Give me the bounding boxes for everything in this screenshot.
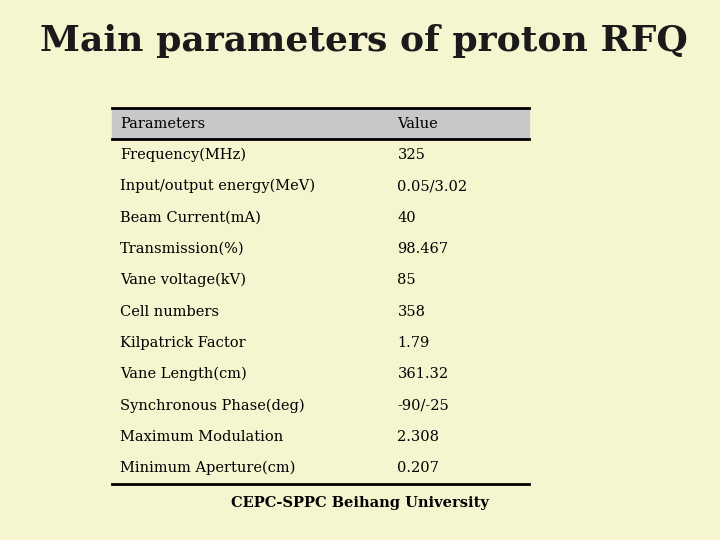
Text: 358: 358 (397, 305, 426, 319)
Text: 0.05/3.02: 0.05/3.02 (397, 179, 467, 193)
Text: Synchronous Phase(deg): Synchronous Phase(deg) (120, 399, 305, 413)
Text: 2.308: 2.308 (397, 430, 439, 444)
Text: Vane Length(cm): Vane Length(cm) (120, 367, 247, 381)
Text: Beam Current(mA): Beam Current(mA) (120, 211, 261, 225)
Text: Value: Value (397, 117, 438, 131)
Text: Parameters: Parameters (120, 117, 205, 131)
Text: 40: 40 (397, 211, 416, 225)
Text: Kilpatrick Factor: Kilpatrick Factor (120, 336, 246, 350)
Text: Transmission(%): Transmission(%) (120, 242, 245, 256)
Text: Cell numbers: Cell numbers (120, 305, 220, 319)
Text: Main parameters of proton RFQ: Main parameters of proton RFQ (40, 24, 688, 58)
Text: 98.467: 98.467 (397, 242, 449, 256)
Text: -90/-25: -90/-25 (397, 399, 449, 413)
Text: 361.32: 361.32 (397, 367, 449, 381)
Text: 0.207: 0.207 (397, 461, 439, 475)
Text: 1.79: 1.79 (397, 336, 430, 350)
Text: Minimum Aperture(cm): Minimum Aperture(cm) (120, 461, 296, 475)
Text: 325: 325 (397, 148, 426, 162)
Text: Frequency(MHz): Frequency(MHz) (120, 148, 246, 162)
Text: Vane voltage(kV): Vane voltage(kV) (120, 273, 246, 287)
Text: Input/output energy(MeV): Input/output energy(MeV) (120, 179, 315, 193)
Text: Maximum Modulation: Maximum Modulation (120, 430, 284, 444)
Text: CEPC-SPPC Beihang University: CEPC-SPPC Beihang University (231, 496, 489, 510)
Text: 85: 85 (397, 273, 416, 287)
